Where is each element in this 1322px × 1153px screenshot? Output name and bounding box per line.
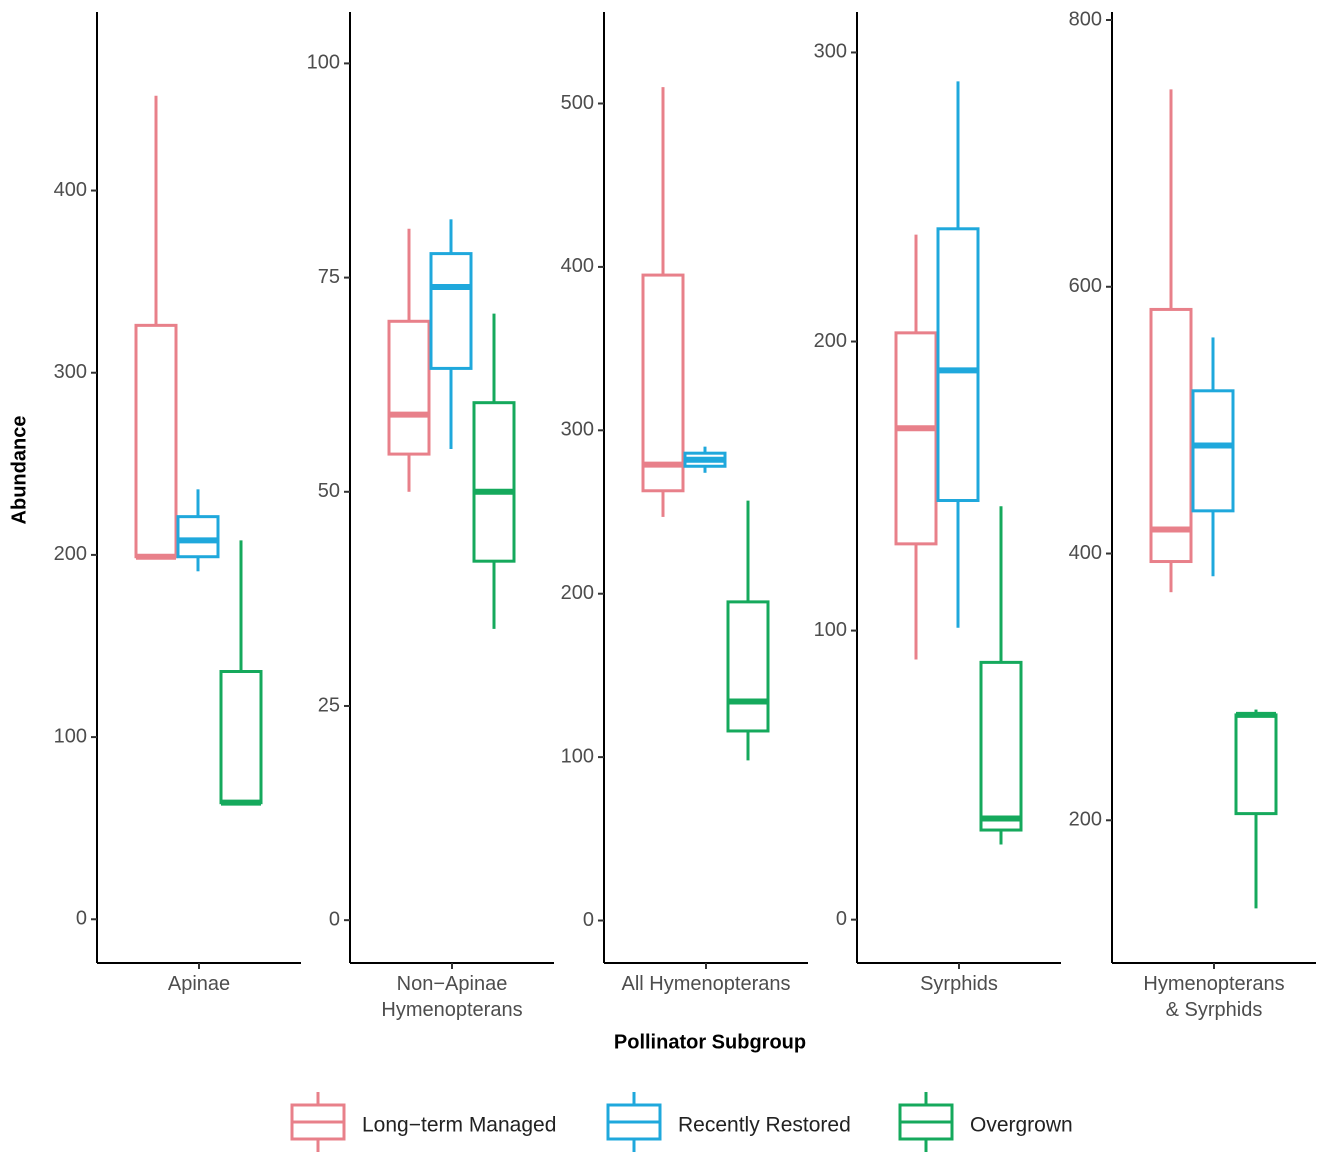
legend-label: Long−term Managed — [362, 1114, 556, 1137]
x-tick-label: Syrphids — [839, 971, 1079, 997]
y-tick-label: 400 — [1069, 542, 1102, 564]
y-tick-label: 300 — [54, 361, 87, 383]
box — [474, 403, 514, 562]
y-tick-label: 300 — [814, 41, 847, 63]
box — [728, 602, 768, 731]
box — [389, 321, 429, 454]
x-tick-label: Apinae — [79, 971, 319, 997]
y-tick-label: 75 — [318, 266, 340, 288]
y-axis-title: Abundance — [8, 416, 30, 525]
legend-label: Recently Restored — [678, 1114, 851, 1137]
y-tick-label: 100 — [307, 52, 340, 74]
y-tick-label: 100 — [54, 725, 87, 747]
x-axis-title: Pollinator Subgroup — [614, 1031, 806, 1053]
legend-label: Overgrown — [970, 1114, 1073, 1137]
y-tick-label: 200 — [814, 330, 847, 352]
box — [136, 325, 176, 556]
y-tick-label: 300 — [561, 419, 594, 441]
y-tick-label: 200 — [1069, 809, 1102, 831]
y-tick-label: 200 — [561, 582, 594, 604]
y-tick-label: 100 — [561, 745, 594, 767]
page: Abundance Pollinator Subgroup 0 100 200 300… — [0, 0, 1322, 1153]
box — [1236, 715, 1276, 814]
y-tick-label: 500 — [561, 92, 594, 114]
y-tick-label: 200 — [54, 543, 87, 565]
y-tick-label: 50 — [318, 480, 340, 502]
x-tick-label: Non−Apinae Hymenopterans — [332, 971, 572, 1023]
box — [178, 517, 218, 557]
y-tick-label: 100 — [814, 619, 847, 641]
box — [938, 229, 978, 501]
y-tick-label: 0 — [76, 908, 87, 930]
box — [896, 333, 936, 544]
y-tick-label: 0 — [583, 909, 594, 931]
box — [981, 662, 1021, 830]
box — [431, 254, 471, 369]
box — [643, 275, 683, 491]
box — [1151, 309, 1191, 561]
y-tick-label: 400 — [54, 179, 87, 201]
y-tick-label: 0 — [836, 908, 847, 930]
y-tick-label: 0 — [329, 908, 340, 930]
x-tick-label: All Hymenopterans — [586, 971, 826, 997]
x-tick-label: Hymenopterans & Syrphids — [1094, 971, 1322, 1023]
y-tick-label: 800 — [1069, 8, 1102, 30]
y-tick-label: 25 — [318, 694, 340, 716]
box — [221, 672, 261, 803]
y-tick-label: 400 — [561, 255, 594, 277]
y-tick-label: 600 — [1069, 275, 1102, 297]
box — [1193, 391, 1233, 511]
